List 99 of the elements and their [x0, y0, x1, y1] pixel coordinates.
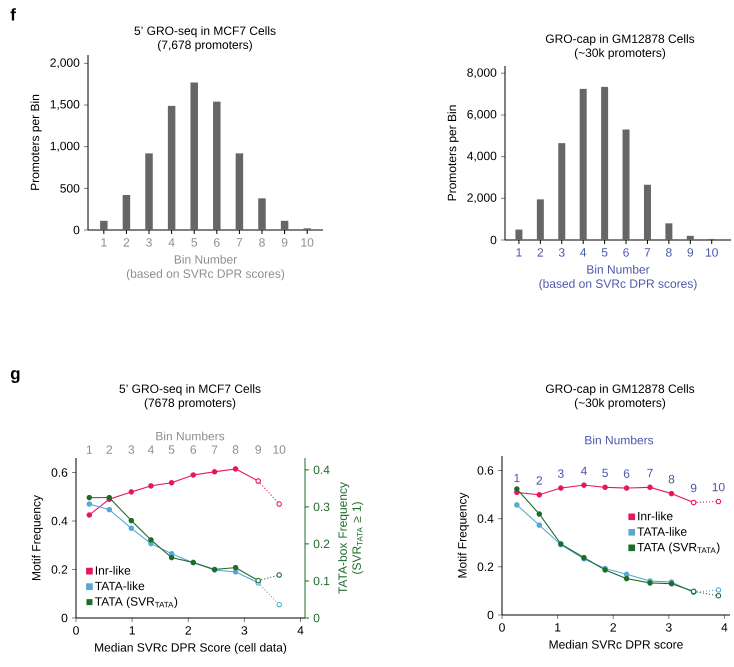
annotation: 2 — [536, 476, 542, 485]
chart-title: GRO-cap in GM12878 Cells — [546, 384, 694, 396]
x-tick-label: 9 — [282, 238, 288, 247]
legend-label: Inr-like — [96, 566, 130, 575]
x-tick-label: 6 — [214, 238, 220, 247]
legend-label: TATA-like — [637, 527, 687, 536]
y-axis-title: Promoters per Bin — [30, 94, 42, 190]
y2-tick-label: 0 — [314, 614, 320, 622]
chart-title: GRO-cap in GM12878 Cells — [546, 34, 694, 46]
x-tick-label: 3 — [666, 623, 672, 632]
y-tick-label: 4,000 — [467, 152, 496, 162]
y-tick-label: 0.2 — [52, 565, 68, 574]
annotation: 10 — [712, 482, 725, 492]
x-tick-label: 4 — [721, 623, 728, 632]
annotation: 9 — [690, 484, 696, 492]
y-tick-label: 0.6 — [478, 466, 494, 475]
x-tick-label: 3 — [558, 248, 565, 257]
x-tick-label: 4 — [580, 248, 586, 256]
text: 10 — [273, 445, 286, 454]
annotation: 3 — [558, 469, 564, 478]
x-tick-label: 8 — [259, 238, 265, 247]
text: Bin Numbers — [585, 436, 654, 444]
legend-label: TATA (SVR$_{TATA}$) — [95, 596, 178, 608]
chart-subtitle: (~30k promoters) — [574, 398, 666, 410]
x-axis-title: Median SVRc DPR Score (cell data) — [95, 642, 286, 654]
x-tick-label: 2 — [124, 238, 130, 247]
x-tick-label: 10 — [301, 238, 314, 247]
x-tick-label: 3 — [242, 626, 248, 635]
legend-label: TATA-like — [95, 581, 144, 590]
x-tick-label: 1 — [101, 238, 107, 246]
y-tick-label: 0.6 — [52, 468, 68, 477]
annotation: 1 — [514, 474, 520, 482]
x-axis-title: Bin Number — [587, 264, 650, 274]
y2-tick-label: 0.1 — [314, 576, 330, 586]
y-tick-label: 6,000 — [467, 110, 496, 120]
y-tick-label: 1,500 — [50, 100, 80, 110]
text: 9 — [255, 445, 261, 454]
y-tick-label: 0 — [488, 610, 494, 620]
text: 6 — [190, 445, 196, 454]
y-tick-label: 8,000 — [467, 68, 496, 78]
x-tick-label: 7 — [644, 248, 650, 256]
y-axis-title: Promoters per Bin — [447, 105, 459, 200]
y-tick-label: 1,000 — [50, 142, 80, 152]
annotation: 5 — [602, 468, 608, 478]
text: g — [10, 370, 20, 383]
annotation: 4 — [580, 466, 587, 475]
y2-tick-label: 0.3 — [314, 502, 330, 512]
x-tick-label: 1 — [130, 626, 135, 634]
y-tick-label: 0.4 — [478, 514, 494, 523]
x-tick-label: 2 — [538, 248, 544, 257]
text: (based on SVRc DPR scores) — [539, 279, 697, 290]
y2-tick-label: 0.2 — [314, 540, 330, 548]
y-tick-label: 0 — [74, 226, 80, 234]
x-tick-label: 5 — [602, 248, 608, 257]
x-tick-label: 9 — [688, 248, 694, 257]
text: 1 — [86, 446, 92, 454]
x-tick-label: 4 — [168, 238, 175, 246]
legend-label: Inr-like — [638, 512, 673, 520]
x-tick-label: 6 — [623, 248, 629, 257]
annotation: 6 — [624, 469, 630, 478]
annotation: 8 — [668, 474, 674, 484]
x-tick-label: 5 — [191, 238, 198, 247]
x-tick-label: 10 — [706, 248, 718, 257]
chart-subtitle: (7,678 promoters) — [158, 40, 252, 52]
y-axis-title: Motif Frequency — [458, 492, 469, 578]
text: (based on SVRc DPR scores) — [126, 269, 284, 280]
x-tick-label: 7 — [236, 238, 242, 246]
chart-subtitle: (7678 promoters) — [144, 398, 236, 410]
x-axis-title: Bin Number — [174, 254, 237, 264]
chart-title: 5’ GRO-seq in MCF7 Cells — [119, 384, 261, 396]
text: 3 — [128, 445, 134, 454]
x-tick-label: 8 — [666, 248, 672, 257]
y-tick-label: 0 — [62, 614, 68, 622]
chart-title: 5’ GRO-seq in MCF7 Cells — [134, 26, 276, 38]
text: Bin Numbers — [156, 432, 224, 440]
text: f — [10, 8, 16, 21]
text: 8 — [232, 445, 238, 454]
text: 7 — [212, 446, 218, 454]
y-tick-label: 500 — [60, 184, 80, 193]
x-tick-label: 2 — [186, 626, 191, 635]
text: 2 — [106, 445, 112, 454]
y2-tick-label: 0.4 — [314, 466, 330, 474]
x-tick-label: 4 — [297, 626, 304, 634]
y-tick-label: 2,000 — [467, 193, 496, 204]
x-tick-label: 0 — [499, 623, 505, 632]
x-tick-label: 1 — [516, 248, 522, 256]
y-tick-label: 2,000 — [50, 58, 80, 68]
text: 4 — [148, 446, 154, 454]
x-tick-label: 2 — [610, 623, 616, 632]
legend-label: TATA (SVR$_{TATA}$) — [637, 542, 720, 554]
chart-subtitle: (~30k promoters) — [574, 48, 666, 60]
x-tick-label: 3 — [146, 238, 152, 247]
y-tick-label: 0.2 — [478, 562, 494, 572]
text: 5 — [168, 445, 174, 454]
annotation: 7 — [647, 468, 653, 478]
y-tick-label: 0.4 — [52, 516, 68, 526]
y-axis-title: Motif Frequency — [32, 495, 43, 580]
x-tick-label: 1 — [555, 623, 560, 632]
x-axis-title: Median SVRc DPR score — [550, 640, 683, 649]
